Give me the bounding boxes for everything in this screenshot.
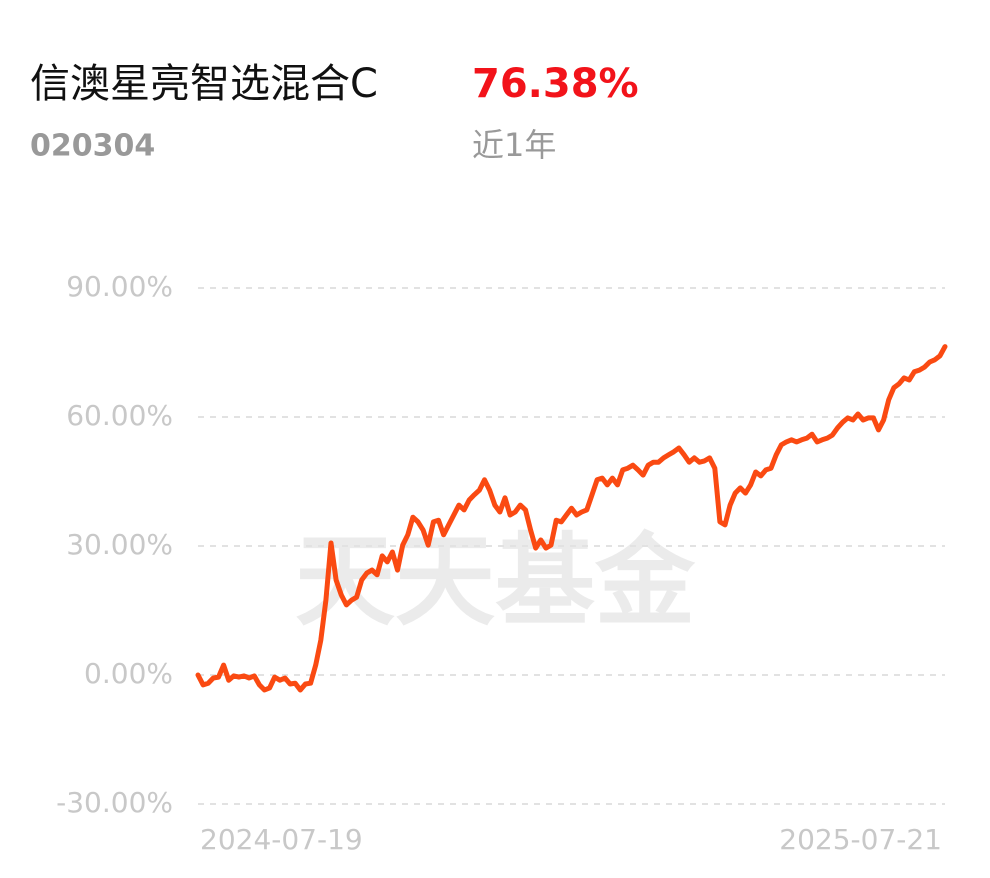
- fund-code: 020304: [30, 129, 155, 164]
- y-tick-label: 90.00%: [66, 270, 173, 303]
- fund-name: 信澳星亮智选混合C: [30, 61, 378, 107]
- y-tick-label: 0.00%: [84, 657, 173, 690]
- y-tick-label: -30.00%: [56, 786, 173, 819]
- x-tick-label: 2024-07-19: [200, 823, 363, 856]
- watermark: 天天基金: [295, 522, 696, 639]
- y-tick-label: 30.00%: [66, 528, 173, 561]
- return-value: 76.38%: [472, 61, 639, 107]
- line-series: [195, 344, 948, 693]
- period: 近1年: [472, 126, 556, 164]
- x-tick-label: 2025-07-21: [779, 823, 942, 856]
- y-tick-label: 60.00%: [66, 399, 173, 432]
